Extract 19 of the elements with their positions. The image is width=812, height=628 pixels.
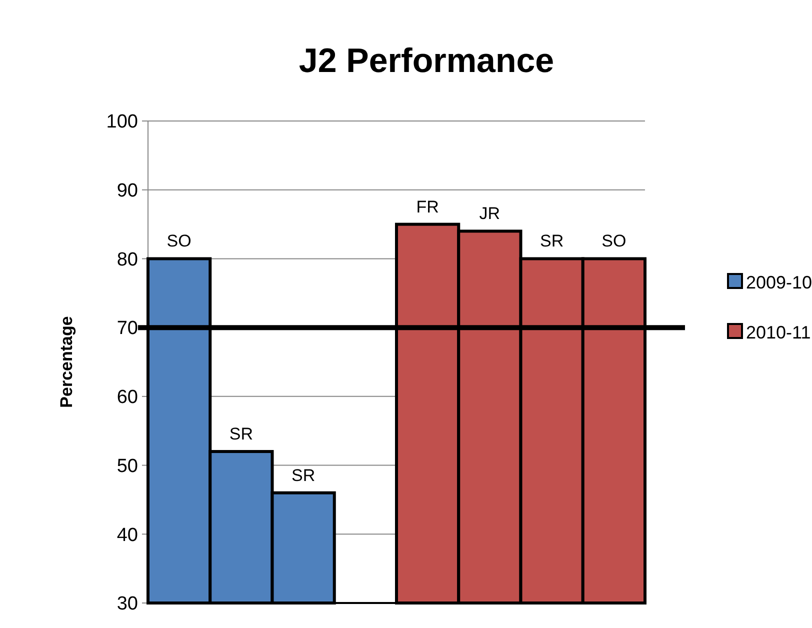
y-tick-label: 80 [116,249,138,270]
data-label: SR [292,466,316,485]
y-tick-label: 90 [116,180,138,202]
y-tick-label: 70 [116,318,138,340]
y-tick-label: 40 [116,524,138,546]
y-tick-label: 50 [116,456,138,477]
chart-title: J2 Performance [298,42,554,80]
data-label: SO [602,232,626,251]
legend-label: 2010-11 [746,322,811,342]
data-label: SR [229,424,253,444]
data-label: SR [540,232,564,251]
y-tick-label: 60 [116,387,138,408]
data-label: SO [166,232,192,251]
data-label: FR [416,197,439,216]
y-tick-label: 100 [106,112,138,133]
y-tick-label: 30 [116,594,138,615]
y-axis-title: Percentage [57,316,76,408]
data-label: JR [479,204,500,224]
legend-label: 2009-10 [746,272,812,292]
